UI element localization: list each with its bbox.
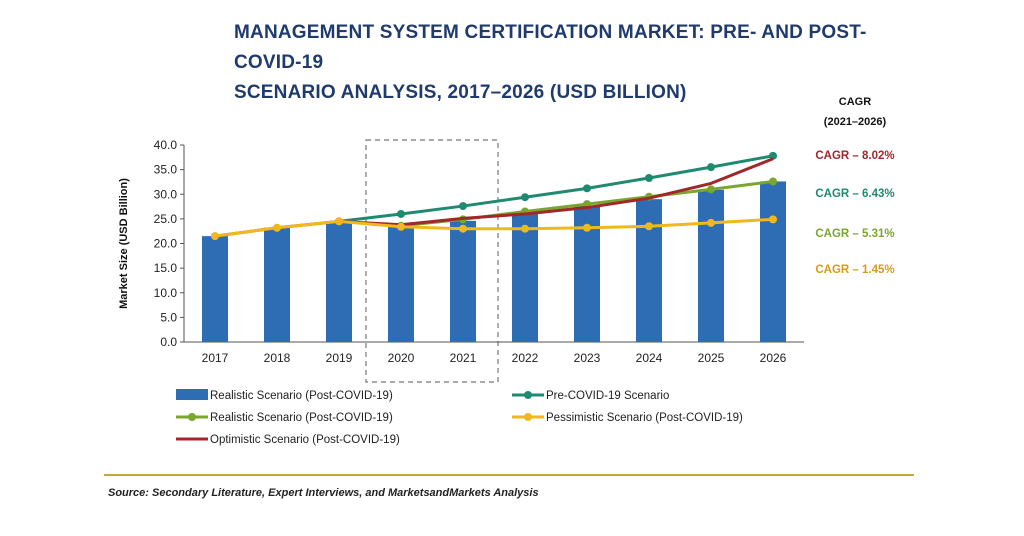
- series-point: [335, 217, 343, 226]
- series-line: [338, 154, 774, 223]
- bar: [698, 189, 724, 342]
- y-tick-label: 10.0: [154, 286, 178, 300]
- series-line: [214, 217, 774, 238]
- y-tick-label: 35.0: [154, 163, 178, 177]
- legend-label: Realistic Scenario (Post-COVID-19): [210, 390, 393, 402]
- axis-labels: 0.0 5.0 10.0 15.0 20.0 25.0 30.0 35.0 40.0 Market…: [118, 138, 787, 365]
- series-point: [769, 215, 777, 224]
- bar: [326, 221, 352, 342]
- x-tick-label: 2021: [450, 351, 477, 365]
- y-tick-label: 15.0: [154, 261, 178, 275]
- bar: [512, 213, 538, 342]
- y-tick-label: 20.0: [154, 237, 178, 251]
- x-tick-label: 2018: [264, 351, 291, 365]
- covid-highlight-box: [365, 139, 499, 383]
- series-point: [707, 163, 715, 172]
- bar: [636, 199, 662, 342]
- series-point: [707, 185, 715, 194]
- series-point: [211, 232, 219, 241]
- series-point: [769, 177, 777, 186]
- series-point: [459, 202, 467, 211]
- chart-canvas: 0.0 5.0 10.0 15.0 20.0 25.0 30.0 35.0 40.0 Market…: [118, 96, 895, 446]
- chart-title-line-2: SCENARIO ANALYSIS, 2017–2026 (USD BILLIO…: [234, 82, 687, 103]
- y-axis-label: Market Size (USD Billion): [118, 178, 130, 309]
- series-point: [397, 209, 405, 218]
- legend-marker: [524, 391, 532, 399]
- legend-marker: [524, 413, 532, 421]
- cagr-period: (2021–2026): [824, 116, 887, 128]
- legend-label: Realistic Scenario (Post-COVID-19): [210, 412, 393, 424]
- series-point: [459, 224, 467, 233]
- footer-divider: [104, 474, 914, 476]
- series-point: [645, 222, 653, 231]
- series-point: [583, 223, 591, 232]
- cagr-label: CAGR – 6.43%: [815, 188, 894, 200]
- series-point: [769, 151, 777, 160]
- cagr-header: CAGR: [839, 96, 871, 108]
- y-tick-label: 40.0: [154, 138, 178, 152]
- cagr-annotations: CAGR (2021–2026) CAGR – 8.02% CAGR – 6.43% C…: [815, 96, 894, 276]
- series-point: [645, 173, 653, 182]
- bar: [760, 181, 786, 342]
- legend-swatch: [176, 389, 208, 400]
- cagr-label: CAGR – 8.02%: [815, 150, 894, 162]
- chart-title: MANAGEMENT SYSTEM CERTIFICATION MARKET: …: [234, 18, 934, 108]
- legend: Realistic Scenario (Post-COVID-19) Pre-CO…: [176, 389, 743, 446]
- series-point: [521, 193, 529, 202]
- bar: [450, 220, 476, 342]
- line-series: [211, 151, 777, 241]
- legend-label: Pre-COVID-19 Scenario: [546, 390, 669, 402]
- y-tick-label: 25.0: [154, 212, 178, 226]
- x-tick-label: 2023: [574, 351, 601, 365]
- chart-title-line-1: MANAGEMENT SYSTEM CERTIFICATION MARKET: …: [234, 22, 867, 73]
- source-note: Source: Secondary Literature, Expert Int…: [108, 487, 539, 499]
- legend-marker: [188, 413, 196, 421]
- x-tick-label: 2019: [326, 351, 353, 365]
- x-tick-label: 2020: [388, 351, 415, 365]
- legend-label: Optimistic Scenario (Post-COVID-19): [210, 434, 400, 446]
- x-tick-label: 2026: [760, 351, 787, 365]
- series-point: [521, 224, 529, 233]
- x-tick-label: 2017: [202, 351, 229, 365]
- cagr-label: CAGR – 5.31%: [815, 228, 894, 240]
- bar: [264, 227, 290, 342]
- x-tick-label: 2025: [698, 351, 725, 365]
- bar: [202, 236, 228, 342]
- series-point: [583, 184, 591, 193]
- x-tick-label: 2024: [636, 351, 663, 365]
- cagr-label: CAGR – 1.45%: [815, 264, 894, 276]
- y-tick-label: 30.0: [154, 187, 178, 201]
- legend-label: Pessimistic Scenario (Post-COVID-19): [546, 412, 743, 424]
- x-tick-label: 2022: [512, 351, 539, 365]
- series-point: [707, 218, 715, 227]
- bar: [388, 225, 414, 342]
- y-tick-label: 0.0: [160, 335, 177, 349]
- series-point: [273, 223, 281, 232]
- bar-series: [202, 181, 786, 342]
- series-point: [397, 222, 405, 231]
- y-tick-label: 5.0: [160, 310, 177, 324]
- covid-period-highlight: [365, 139, 499, 383]
